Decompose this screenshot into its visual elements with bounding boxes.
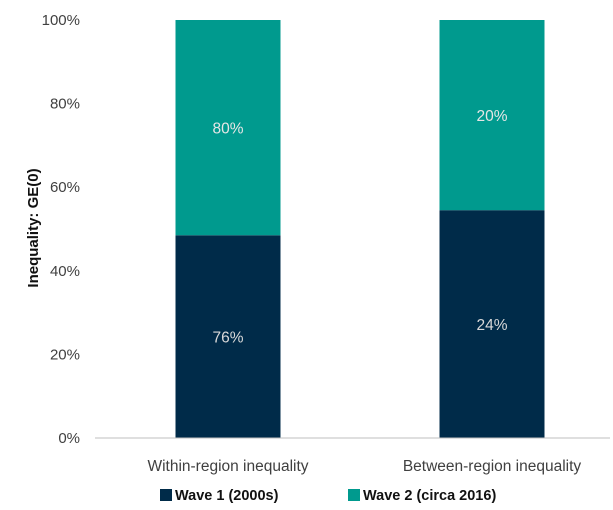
- legend-swatch: [348, 489, 360, 501]
- y-tick-label: 60%: [50, 179, 80, 196]
- y-tick-label: 80%: [50, 96, 80, 113]
- y-tick-label: 40%: [50, 263, 80, 280]
- x-category-label: Within-region inequality: [147, 458, 308, 475]
- bar-segment: [439, 20, 545, 211]
- y-tick-label: 0%: [58, 430, 80, 447]
- legend-label: Wave 2 (circa 2016): [363, 488, 496, 504]
- legend-swatch: [160, 489, 172, 501]
- data-label: 76%: [212, 330, 243, 347]
- data-labels: 76% 80% 24% 20%: [212, 108, 507, 347]
- data-label: 20%: [476, 108, 507, 125]
- bars: [175, 20, 545, 438]
- y-tick-label: 20%: [50, 346, 80, 363]
- bar-segment: [175, 20, 281, 236]
- legend-label: Wave 1 (2000s): [175, 488, 279, 504]
- x-category-labels: Within-region inequality Between-region i…: [147, 458, 581, 475]
- y-tick-label: 100%: [42, 12, 80, 29]
- bar-segment: [175, 235, 281, 438]
- legend: Wave 1 (2000s) Wave 2 (circa 2016): [160, 488, 496, 504]
- data-label: 80%: [212, 121, 243, 138]
- y-tick-labels: 0% 20% 40% 60% 80% 100%: [42, 12, 80, 447]
- bar-segment: [439, 210, 545, 438]
- data-label: 24%: [476, 317, 507, 334]
- y-axis-label: Inequality: GE(0): [25, 168, 42, 287]
- x-category-label: Between-region inequality: [403, 458, 582, 475]
